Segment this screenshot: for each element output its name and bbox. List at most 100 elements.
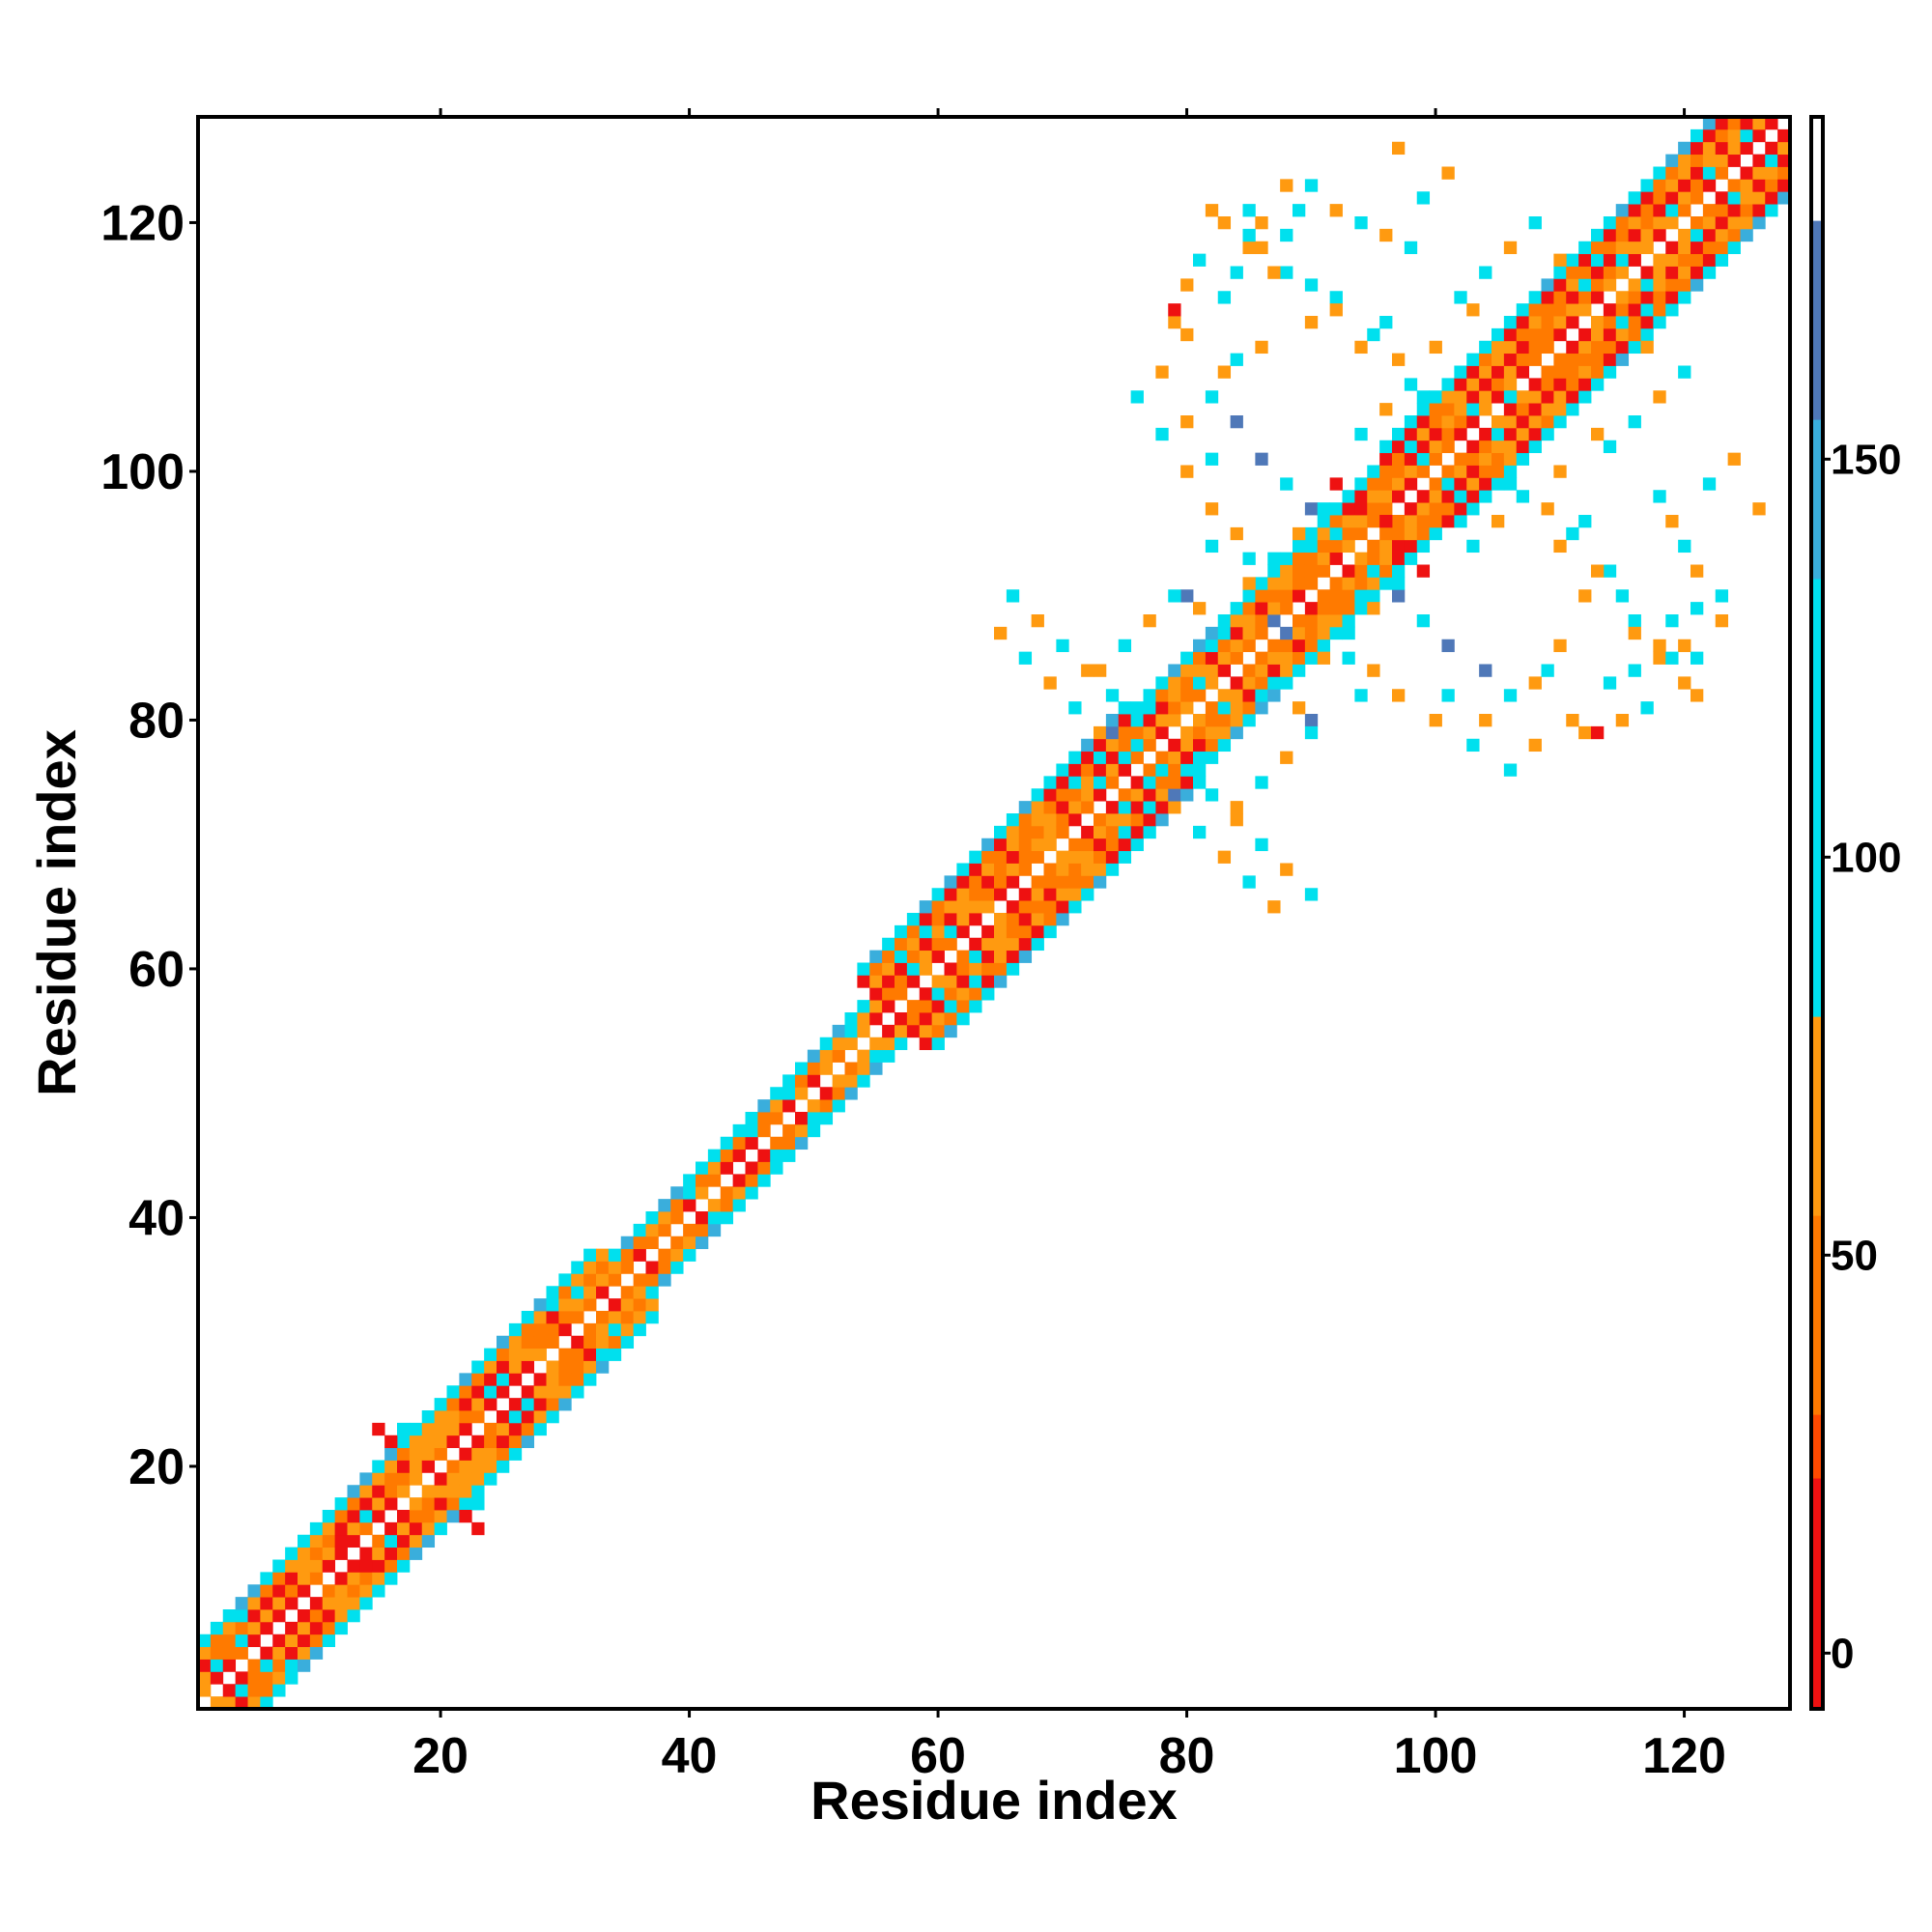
heatmap-cell [956, 863, 970, 876]
heatmap-cell [1205, 204, 1219, 217]
heatmap-cell [1018, 813, 1033, 827]
heatmap-cell [1043, 776, 1057, 789]
heatmap-cell [1168, 738, 1181, 753]
heatmap-cell [670, 1199, 684, 1212]
heatmap-cell [334, 1497, 348, 1511]
heatmap-cell [1354, 515, 1368, 528]
heatmap-cell [1492, 365, 1505, 379]
heatmap-cell [1143, 701, 1156, 715]
heatmap-cell [1031, 850, 1044, 864]
heatmap-cell [384, 1534, 398, 1548]
heatmap-cell [521, 1435, 535, 1449]
heatmap-cell [1043, 825, 1057, 839]
heatmap-cell [795, 1087, 809, 1100]
heatmap-cell [1665, 651, 1679, 665]
heatmap-cell [1429, 440, 1442, 454]
heatmap-cell [1578, 327, 1592, 342]
heatmap-cell [1503, 440, 1518, 454]
heatmap-cell [1068, 751, 1082, 764]
heatmap-cell [285, 1671, 298, 1685]
heatmap-cell [1018, 801, 1033, 814]
heatmap-cell [981, 888, 995, 901]
heatmap-cell [309, 1621, 324, 1635]
heatmap-cell [1727, 452, 1741, 466]
heatmap-cell [322, 1609, 336, 1623]
heatmap-cell [1304, 614, 1319, 628]
heatmap-cell [1094, 850, 1107, 864]
heatmap-cell [583, 1286, 597, 1299]
heatmap-cell [1379, 452, 1393, 466]
heatmap-cell [1255, 340, 1268, 355]
heatmap-cell [1081, 664, 1094, 677]
heatmap-cell [1653, 191, 1666, 205]
heatmap-cell [533, 1385, 547, 1399]
heatmap-cell [1130, 390, 1144, 404]
heatmap-cell [1466, 502, 1480, 516]
heatmap-cell [1727, 216, 1741, 230]
heatmap-cell [471, 1447, 485, 1461]
heatmap-cell [1466, 738, 1480, 753]
heatmap-cell [707, 1149, 722, 1162]
heatmap-cell [1193, 738, 1207, 753]
heatmap-cell [1379, 465, 1393, 478]
heatmap-cell [1293, 701, 1306, 715]
heatmap-cell [895, 937, 908, 952]
heatmap-cell [1304, 564, 1319, 578]
heatmap-cell [409, 1447, 423, 1461]
heatmap-cell [1379, 403, 1393, 416]
heatmap-cell [571, 1348, 584, 1361]
heatmap-cell [1255, 838, 1268, 852]
heatmap-cell [608, 1261, 622, 1274]
heatmap-cell [1603, 253, 1617, 267]
heatmap-cell [1591, 725, 1605, 740]
heatmap-cell [1404, 502, 1418, 516]
heatmap-cell [1205, 738, 1219, 753]
heatmap-cell [1578, 253, 1592, 267]
heatmap-cell [1006, 913, 1020, 926]
heatmap-cell [931, 913, 945, 926]
heatmap-cell [409, 1460, 423, 1473]
heatmap-cell [421, 1521, 436, 1536]
heatmap-cell [1603, 340, 1617, 355]
heatmap-cell [620, 1248, 635, 1262]
heatmap-cell [1267, 614, 1281, 628]
heatmap-cell [832, 1074, 845, 1088]
heatmap-cell [1392, 440, 1406, 454]
heatmap-cell [1168, 316, 1181, 329]
heatmap-cell [1777, 166, 1791, 180]
heatmap-cell [844, 1074, 858, 1088]
heatmap-cell [1503, 427, 1518, 441]
heatmap-cell [533, 1398, 547, 1411]
heatmap-cell [1230, 266, 1243, 279]
heatmap-cell [272, 1572, 286, 1585]
heatmap-cell [969, 875, 982, 889]
heatmap-cell [658, 1199, 671, 1212]
heatmap-cell [1342, 651, 1355, 665]
heatmap-cell [1317, 502, 1331, 516]
heatmap-cell [1056, 913, 1069, 926]
heatmap-cell [1168, 689, 1181, 702]
heatmap-cell [1429, 390, 1442, 404]
heatmap-cell [497, 1348, 510, 1361]
heatmap-cell [1329, 526, 1343, 541]
heatmap-cell [1727, 179, 1741, 192]
x-tick-label: 120 [1642, 1728, 1726, 1784]
heatmap-cell [658, 1248, 671, 1262]
heatmap-cell [571, 1335, 584, 1350]
heatmap-cell [1503, 378, 1518, 391]
heatmap-cell [1155, 701, 1169, 715]
heatmap-cell [484, 1447, 497, 1461]
heatmap-cell [1454, 477, 1467, 491]
heatmap-cell [1193, 751, 1207, 764]
colorbar-tick-label: 50 [1831, 1232, 1878, 1279]
heatmap-cell [1740, 179, 1753, 192]
colorbar-band [1811, 419, 1823, 580]
plot-frame [196, 115, 1792, 1711]
heatmap-cell [1653, 278, 1666, 292]
heatmap-cell [583, 1322, 597, 1337]
heatmap-cell [732, 1123, 746, 1138]
heatmap-cell [857, 975, 870, 988]
heatmap-cell [1293, 577, 1306, 590]
heatmap-cell [1130, 738, 1144, 753]
heatmap-cell [919, 950, 933, 963]
